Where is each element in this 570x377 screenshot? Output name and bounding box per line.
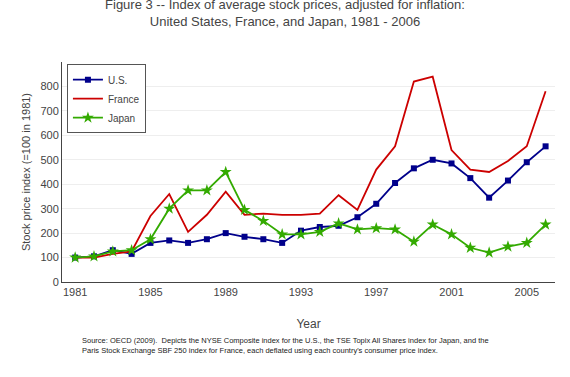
svg-text:200: 200	[40, 227, 58, 239]
svg-text:Figure 3 -- Index of average s: Figure 3 -- Index of average stock price…	[105, 0, 465, 29]
svg-text:700: 700	[40, 105, 58, 117]
svg-text:Source: OECD (2009). Depicts: Source: OECD (2009). Depicts the NYSE Co…	[82, 336, 489, 355]
svg-text:1981: 1981	[63, 286, 87, 298]
svg-text:2001: 2001	[439, 286, 463, 298]
svg-text:0: 0	[53, 276, 59, 288]
svg-text:Year: Year	[296, 317, 320, 331]
svg-text:500: 500	[40, 154, 58, 166]
svg-text:1985: 1985	[138, 286, 162, 298]
svg-text:400: 400	[40, 178, 58, 190]
svg-text:Stock price index (=100 in 198: Stock price index (=100 in 1981)	[20, 93, 32, 251]
svg-text:300: 300	[40, 203, 58, 215]
svg-text:100: 100	[40, 251, 58, 263]
svg-text:France: France	[108, 94, 140, 105]
svg-text:Japan: Japan	[108, 113, 135, 124]
svg-text:600: 600	[40, 129, 58, 141]
svg-text:U.S.: U.S.	[108, 75, 127, 86]
svg-text:1989: 1989	[213, 286, 237, 298]
svg-text:2005: 2005	[515, 286, 539, 298]
svg-text:1993: 1993	[289, 286, 313, 298]
svg-text:800: 800	[40, 80, 58, 92]
svg-text:1997: 1997	[364, 286, 388, 298]
